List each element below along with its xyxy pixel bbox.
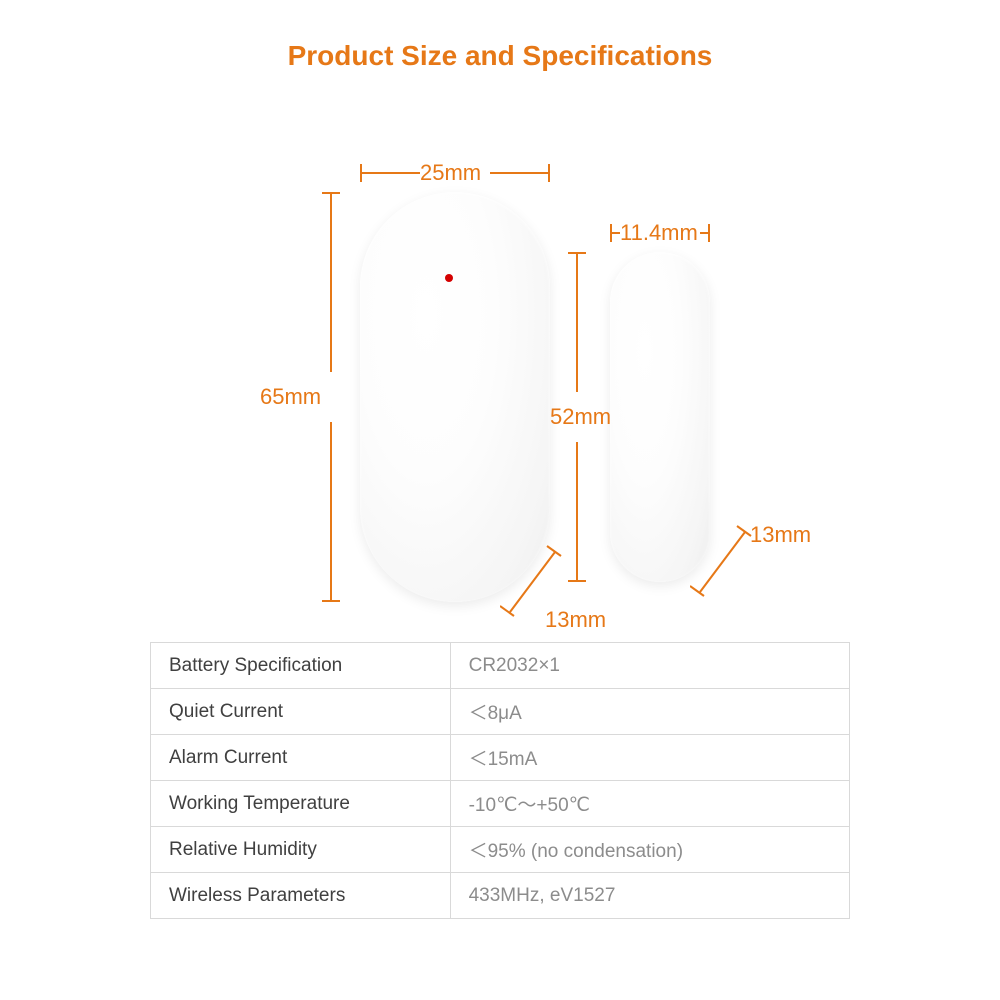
- spec-table-body: Battery SpecificationCR2032×1Quiet Curre…: [151, 643, 850, 919]
- dim-depth-small: 13mm: [750, 522, 811, 548]
- table-row: Relative Humidity＜95% (no condensation): [151, 827, 850, 873]
- dim-width-large: 25mm: [420, 160, 481, 186]
- spec-value: CR2032×1: [450, 643, 849, 689]
- size-diagram: 25mm 11.4mm 65mm 52mm 13mm 1: [150, 92, 850, 612]
- dim-height-small: 52mm: [550, 404, 611, 430]
- spec-value: ＜8μA: [450, 689, 849, 735]
- dim-width-small: 11.4mm: [620, 220, 698, 246]
- table-row: Wireless Parameters433MHz, eV1527: [151, 873, 850, 919]
- page-title: Product Size and Specifications: [0, 0, 1000, 72]
- dim-line: [330, 422, 332, 602]
- spec-label: Alarm Current: [151, 735, 451, 781]
- spec-value: ＜95% (no condensation): [450, 827, 849, 873]
- dim-tick: [610, 224, 612, 242]
- dim-tick: [548, 164, 550, 182]
- dim-tick: [360, 164, 362, 182]
- dim-height-large: 65mm: [260, 384, 321, 410]
- spec-label: Relative Humidity: [151, 827, 451, 873]
- table-row: Battery SpecificationCR2032×1: [151, 643, 850, 689]
- spec-value: 433MHz, eV1527: [450, 873, 849, 919]
- spec-label: Wireless Parameters: [151, 873, 451, 919]
- table-row: Working Temperature-10℃～+50℃: [151, 781, 850, 827]
- dim-line: [360, 172, 420, 174]
- spec-table: Battery SpecificationCR2032×1Quiet Curre…: [150, 642, 850, 919]
- spec-label: Quiet Current: [151, 689, 451, 735]
- sensor-large-body: [360, 192, 550, 602]
- spec-value: ＜15mA: [450, 735, 849, 781]
- spec-label: Battery Specification: [151, 643, 451, 689]
- dim-line: [490, 172, 550, 174]
- dim-line: [576, 252, 578, 392]
- dim-tick: [708, 224, 710, 242]
- table-row: Alarm Current＜15mA: [151, 735, 850, 781]
- page: Product Size and Specifications 25mm 11.…: [0, 0, 1000, 1000]
- spec-value: -10℃～+50℃: [450, 781, 849, 827]
- spec-label: Working Temperature: [151, 781, 451, 827]
- led-indicator-icon: [445, 274, 453, 282]
- dim-depth-large: 13mm: [545, 607, 606, 633]
- dim-line: [330, 192, 332, 372]
- dim-line: [576, 442, 578, 582]
- table-row: Quiet Current＜8μA: [151, 689, 850, 735]
